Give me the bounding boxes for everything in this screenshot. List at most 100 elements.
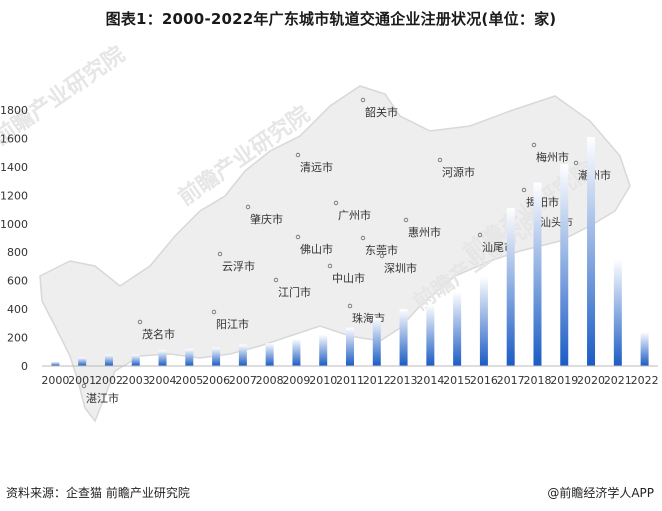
map-city-label: 阳江市: [216, 317, 249, 331]
bar-2022: [640, 331, 649, 366]
map-city-label: 惠州市: [408, 225, 441, 239]
x-tick-label: 2009: [282, 374, 310, 387]
map-city-label: 江门市: [278, 285, 311, 299]
y-tick-label: 800: [7, 246, 28, 259]
bar-2001: [78, 357, 87, 366]
map-city-marker: [295, 152, 301, 158]
x-tick-label: 2020: [577, 374, 605, 387]
bar-2014: [426, 304, 435, 366]
x-tick-label: 2002: [95, 374, 123, 387]
bar-2018: [533, 182, 542, 366]
bar-2009: [292, 338, 301, 366]
map-city-marker: [437, 157, 443, 163]
map-city-marker: [327, 263, 333, 269]
bar-2015: [453, 292, 462, 366]
map-city-label: 韶关市: [365, 105, 398, 119]
map-city-marker: [211, 309, 217, 315]
bar-2020: [587, 137, 596, 366]
map-city-label: 广州市: [338, 208, 371, 222]
x-tick-label: 2021: [604, 374, 632, 387]
x-axis: 2000200120022003200420052006200720082009…: [41, 365, 659, 387]
x-tick-label: 2005: [175, 374, 203, 387]
map-city-label: 肇庆市: [250, 212, 283, 226]
bar-2019: [560, 164, 569, 366]
y-tick-label: 1200: [0, 189, 28, 202]
bar-2016: [479, 276, 488, 366]
map-city-marker: [531, 142, 537, 148]
bar-2002: [104, 354, 113, 366]
map-city-label: 茂名市: [142, 327, 175, 341]
map-city-marker: [333, 200, 339, 206]
map-city-label: 揭阳市: [526, 195, 559, 209]
map-city-marker: [273, 277, 279, 283]
map-city-marker: [573, 160, 579, 166]
x-tick-label: 2007: [229, 374, 257, 387]
y-tick-label: 1600: [0, 132, 28, 145]
map-city-marker: [295, 234, 301, 240]
bar-2000: [51, 361, 60, 366]
map-city-label: 东莞市: [365, 243, 398, 257]
bar-2008: [265, 343, 274, 366]
bar-2005: [185, 348, 194, 366]
map-city-marker: [137, 319, 143, 325]
y-tick-label: 1000: [0, 218, 28, 231]
x-tick-label: 2010: [309, 374, 337, 387]
bar-2006: [212, 347, 221, 366]
x-tick-label: 2022: [631, 374, 659, 387]
x-tick-label: 2006: [202, 374, 230, 387]
y-tick-label: 200: [7, 332, 28, 345]
y-axis: 0 200 400 600 800 1000 1200 1400 1600 1800: [0, 104, 28, 373]
credit-note: @前瞻经济学人APP: [547, 486, 654, 500]
x-tick-label: 2008: [256, 374, 284, 387]
map-city-marker: [81, 383, 87, 389]
x-tick-label: 2019: [550, 374, 578, 387]
x-tick-label: 2016: [470, 374, 498, 387]
x-tick-label: 2014: [416, 374, 444, 387]
y-tick-label: 400: [7, 303, 28, 316]
y-tick-label: 1400: [0, 161, 28, 174]
map-city-marker: [217, 251, 223, 257]
bar-2007: [238, 344, 247, 366]
map-city-marker: [347, 303, 353, 309]
chart-title: 图表1：2000-2022年广东城市轨道交通企业注册状况(单位：家): [105, 10, 557, 28]
map-city-marker: [477, 232, 483, 238]
map-city-marker: [360, 97, 366, 103]
map-city-label: 湛江市: [86, 391, 119, 405]
x-tick-label: 2013: [390, 374, 418, 387]
bar-2021: [613, 259, 622, 366]
bar-2012: [372, 317, 381, 366]
x-tick-label: 2018: [523, 374, 551, 387]
map-city-label: 河源市: [442, 165, 475, 179]
background-map: [39, 85, 631, 423]
map-city-marker: [245, 204, 251, 210]
y-tick-label: 0: [21, 360, 28, 373]
x-tick-label: 2015: [443, 374, 471, 387]
x-tick-label: 2004: [149, 374, 177, 387]
bar-2004: [158, 350, 167, 366]
map-city-marker: [521, 187, 527, 193]
map-city-label: 云浮市: [222, 259, 255, 273]
map-city-marker: [379, 253, 385, 259]
bar-series: [51, 137, 649, 366]
map-city-label: 清远市: [300, 160, 333, 174]
bar-2011: [346, 327, 354, 366]
bar-2010: [319, 334, 328, 366]
map-city-marker: [360, 235, 366, 241]
map-city-label: 梅州市: [536, 150, 569, 164]
x-tick-label: 2011: [336, 374, 364, 387]
source-note: 资料来源：企查猫 前瞻产业研究院: [6, 486, 190, 500]
x-tick-label: 2000: [41, 374, 69, 387]
bar-2017: [506, 208, 515, 366]
x-tick-label: 2017: [497, 374, 525, 387]
x-tick-label: 2012: [363, 374, 391, 387]
bar-2013: [399, 309, 408, 366]
x-tick-label: 2003: [122, 374, 150, 387]
map-city-marker: [403, 217, 409, 223]
bar-2003: [131, 354, 140, 366]
map-city-label: 佛山市: [300, 242, 333, 256]
y-tick-label: 1800: [0, 104, 28, 117]
map-city-label: 中山市: [332, 271, 365, 285]
x-tick-label: 2001: [68, 374, 96, 387]
